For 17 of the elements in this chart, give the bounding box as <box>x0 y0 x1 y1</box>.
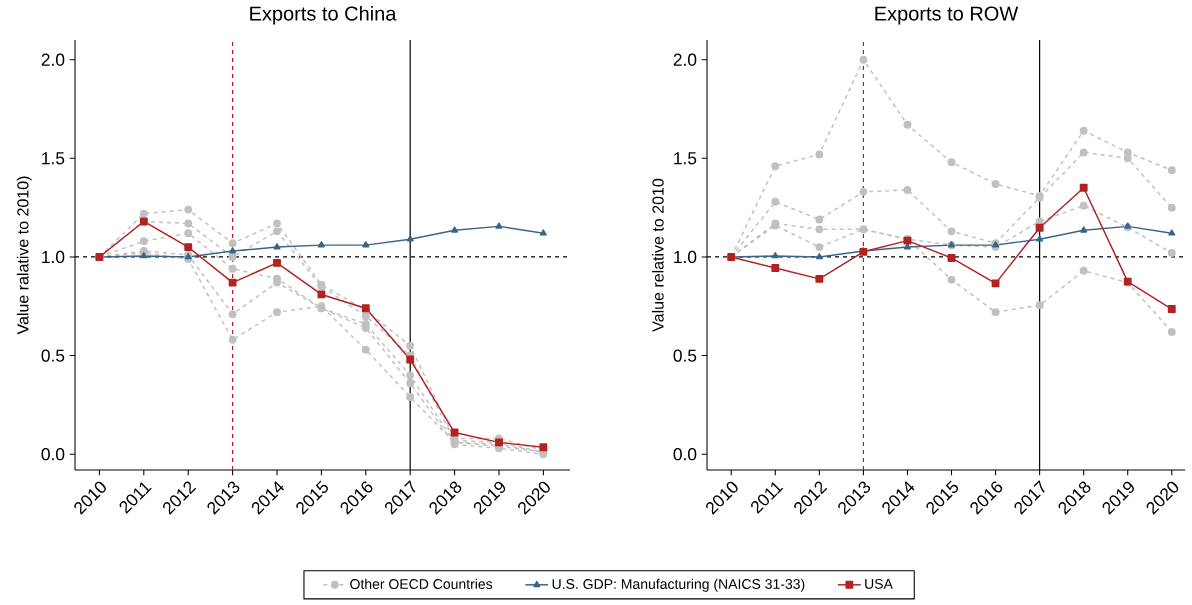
y-tick-label: 0.0 <box>41 448 65 461</box>
y-tick-label: 1.5 <box>674 152 697 165</box>
y-tick-label: 1.0 <box>674 250 697 264</box>
chart-title: Exports to China <box>250 5 397 25</box>
chart-title: Exports to ROW <box>875 6 1019 25</box>
y-axis-title: Value relative to 2010 <box>651 178 664 332</box>
y-tick-label: 1.0 <box>42 250 65 264</box>
y-tick-label: 0.0 <box>673 448 697 461</box>
y-tick-label: 2.0 <box>41 53 65 66</box>
y-tick-label: 0.5 <box>41 349 65 362</box>
y-axis-title: Value ralative to 2010) <box>16 176 32 335</box>
legend-label: Other OECD Countries <box>350 578 493 590</box>
y-tick-label: 0.5 <box>673 349 697 362</box>
legend-label: USA <box>865 578 893 589</box>
legend-label: U.S. GDP: Manufacturing (NAICS 31-33) <box>552 578 805 592</box>
y-tick-label: 1.5 <box>42 152 65 165</box>
y-tick-label: 2.0 <box>673 53 697 66</box>
